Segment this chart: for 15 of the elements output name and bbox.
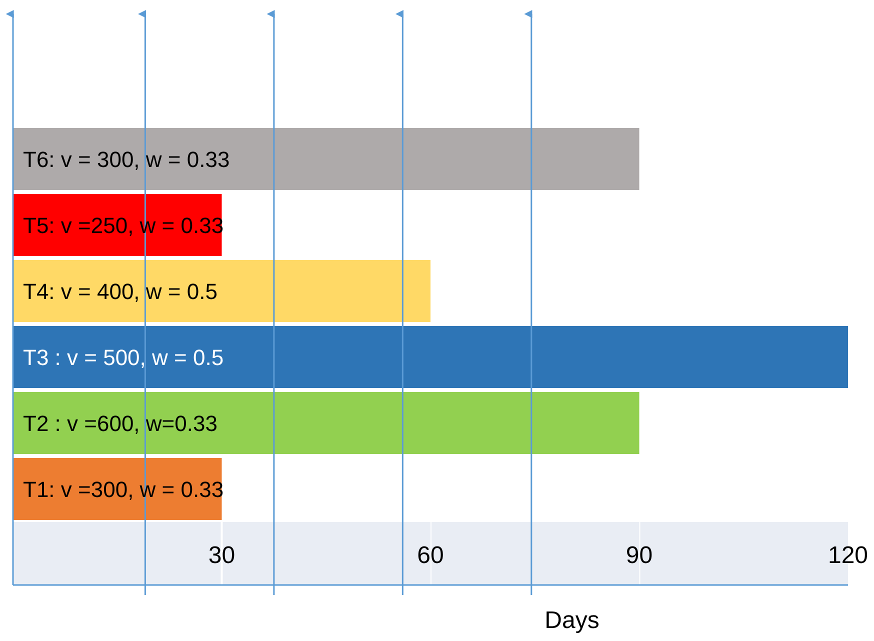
bar [13,128,640,190]
y-tick-label: T4: v = 400, w = 0.5 [23,279,218,304]
x-tick-label: 30 [208,542,236,569]
x-tick-label: 90 [626,542,653,569]
x-tick-label: 120 [828,542,868,569]
y-tick-label: T2 : v =600, w=0.33 [23,410,218,436]
bar [13,392,640,454]
bar [13,458,222,520]
x-axis-title: Days [544,607,600,634]
bar [13,194,222,256]
y-tick-label: T3 : v = 500, w = 0.5 [23,344,224,370]
y-tick-label: T6: v = 300, w = 0.33 [23,147,230,172]
bar [13,326,848,388]
bar [13,260,430,322]
x-tick-label: 60 [417,542,444,569]
